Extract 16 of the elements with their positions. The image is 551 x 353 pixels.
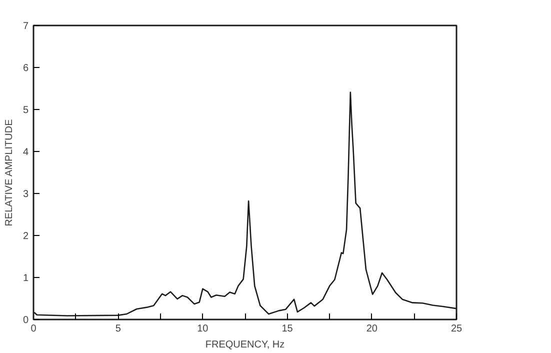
y-tick-label: 6: [22, 63, 29, 74]
y-tick-label: 7: [22, 21, 29, 32]
y-tick-label: 2: [22, 231, 29, 242]
x-tick-label: 25: [450, 324, 462, 334]
x-tick-label: 20: [366, 324, 378, 334]
y-tick-label: 4: [22, 147, 29, 158]
y-tick-label: 5: [22, 105, 29, 116]
x-tick-label: 5: [115, 324, 122, 334]
y-tick-label: 1: [22, 273, 29, 284]
y-tick-label: 0: [22, 315, 29, 326]
x-axis-title: FREQUENCY, Hz: [205, 340, 285, 350]
y-tick-label: 3: [22, 189, 29, 200]
x-tick-label: 0: [30, 324, 37, 334]
x-tick-label: 15: [282, 324, 294, 334]
x-tick-label: 10: [197, 324, 209, 334]
y-axis-title: RELATIVE AMPLITUDE: [4, 118, 15, 226]
